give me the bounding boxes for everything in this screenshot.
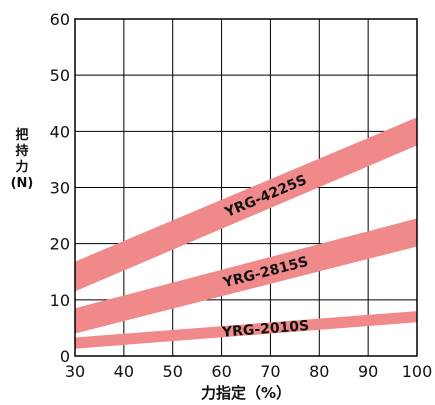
band-yrg-4225s [75,117,417,292]
y-axis-label-line: 持 [15,143,28,159]
x-axis-label: 力指定（%） [201,384,291,402]
y-tick-label-10: 10 [50,291,70,310]
y-tick-label-0: 0 [60,347,70,366]
x-tick-label-100: 100 [402,362,433,381]
y-tick-label-50: 50 [50,66,70,85]
x-tick-label-60: 60 [211,362,231,381]
x-tick-label-70: 70 [260,362,280,381]
band-yrg-2010s [75,311,417,349]
x-tick-label-50: 50 [163,362,183,381]
y-axis-label-line: 力 [15,159,28,175]
bands [75,117,417,349]
x-tick-label-30: 30 [65,362,85,381]
x-tick-label-90: 90 [358,362,378,381]
tick-labels: 30 40 50 60 70 80 90 100 0 10 20 30 40 50 60 [50,10,433,381]
y-tick-label-30: 30 [50,179,70,198]
band-yrg-2815s [75,218,417,334]
y-tick-label-20: 20 [50,235,70,254]
y-axis-label: 把持力(N) [11,127,34,191]
y-tick-label-40: 40 [50,122,70,141]
band-label-yrg-2010s: YRG-2010S [220,318,309,341]
x-tick-label-80: 80 [309,362,329,381]
plot-frame [74,18,418,357]
y-axis-label-line: 把 [15,127,28,143]
y-tick-label-60: 60 [50,10,70,29]
y-axis-label-line: (N) [11,176,34,191]
x-tick-label-40: 40 [114,362,134,381]
